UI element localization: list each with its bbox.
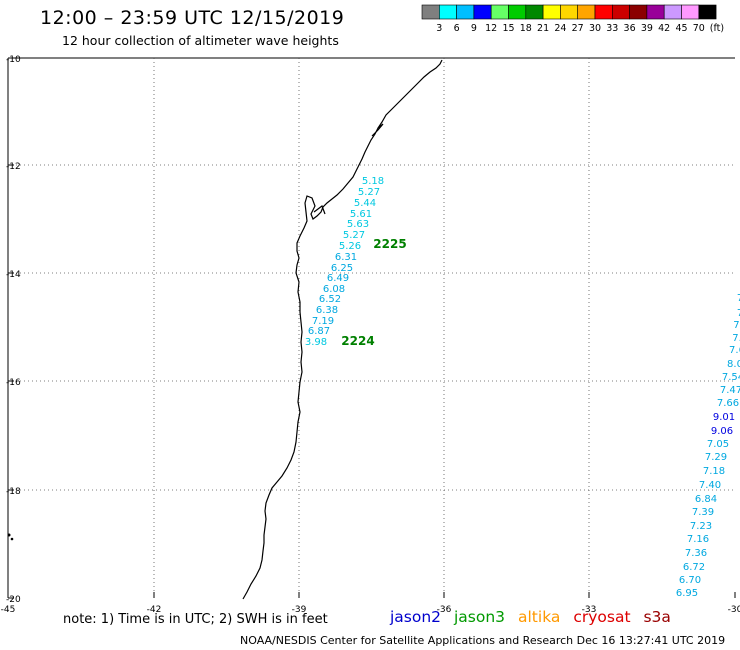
map-title: 12:00 – 23:59 UTC 12/15/2019 (40, 7, 345, 29)
legend-tick-label: 30 (589, 23, 601, 34)
wave-height-value: 9.06 (711, 426, 733, 437)
wave-height-value: 6.72 (683, 562, 705, 573)
legend-unit: (ft) (710, 23, 724, 34)
pass-number-label: 2225 (373, 237, 406, 251)
wave-height-value: 6.38 (316, 305, 338, 316)
wave-height-value: 5.27 (343, 230, 365, 241)
legend-tick-label: 21 (537, 23, 549, 34)
wave-height-value: 6.95 (676, 588, 698, 599)
wave-height-value: 6.31 (335, 252, 357, 263)
color-legend: 3 6 9 12 15 18 21 24 27 30 33 36 39 42 45 70 (ft) (421, 4, 724, 34)
wave-height-value: 5.44 (354, 198, 376, 209)
wave-height-value: 5.18 (362, 176, 384, 187)
wave-height-value: 5.26 (339, 241, 361, 252)
legend-tick-label: 33 (606, 23, 618, 34)
wave-height-value: 7.05 (707, 439, 729, 450)
legend-tick-label: 15 (502, 23, 514, 34)
y-tick-label: -10 (6, 55, 21, 65)
legend-tick-label: 39 (641, 23, 653, 34)
wave-height-value: 7.16 (687, 534, 709, 545)
wave-height-value: 7.40 (699, 480, 721, 491)
wave-height-value: 6.49 (327, 273, 349, 284)
y-tick-label: -18 (6, 487, 21, 497)
wave-height-value: 5.63 (347, 219, 369, 230)
legend-tick-label: 3 (436, 23, 442, 34)
wave-height-value: 6.25 (331, 263, 353, 274)
legend-tick-label: 6 (454, 23, 460, 34)
wave-height-value: 5.61 (350, 209, 372, 220)
island-mark (10, 537, 14, 541)
note-text: note: 1) Time is in UTC; 2) SWH is in fe… (63, 612, 328, 627)
wave-height-value: 7.54 (722, 372, 740, 383)
map-subtitle: 12 hour collection of altimeter wave hei… (62, 33, 339, 48)
legend-swatch (698, 4, 717, 20)
legend-tick-label: 18 (520, 23, 532, 34)
wave-height-value: 7.6 (729, 345, 740, 356)
wave-height-value: 7.66 (717, 398, 739, 409)
x-tick-label: -30 (728, 605, 740, 615)
island-mark (7, 533, 11, 537)
wave-height-value: 7.23 (690, 521, 712, 532)
wave-height-value: 7.36 (685, 548, 707, 559)
wave-height-value: 7.29 (705, 452, 727, 463)
legend-tick-label: 24 (554, 23, 566, 34)
legend-tick-label: 9 (471, 23, 477, 34)
wave-height-value: 7 (737, 308, 740, 319)
wave-height-value: 6.08 (323, 284, 345, 295)
y-tick-label: -16 (6, 378, 21, 388)
y-tick-label: -20 (6, 595, 21, 605)
x-tick-label: -45 (1, 605, 16, 615)
wave-height-map: -10 -12 -14 -16 -18 -20-45 -42 -39 -36 -33 -30 5.18… (1, 55, 740, 615)
wave-height-value: 7.18 (703, 466, 725, 477)
satellite-jason2: jason2 (390, 608, 442, 626)
wave-height-value: 3.98 (305, 337, 327, 348)
x-tick-label: -39 (292, 605, 307, 615)
wave-height-value: 6.87 (308, 326, 330, 337)
wave-height-value: 7.47 (720, 385, 740, 396)
satellite-jason3: jason3 (454, 608, 506, 626)
wave-height-value: 6.84 (695, 494, 717, 505)
wave-height-value: 7. (732, 333, 740, 344)
x-tick-label: -33 (582, 605, 597, 615)
wave-height-value: 7 (737, 293, 740, 304)
legend-tick-label: 70 (693, 23, 705, 34)
wave-height-value: 7.19 (312, 316, 334, 327)
credit-line: NOAA/NESDIS Center for Satellite Applica… (240, 634, 726, 647)
y-tick-label: -12 (6, 162, 21, 172)
wave-height-value: 8.0 (727, 359, 740, 370)
legend-tick-label: 42 (658, 23, 670, 34)
wave-height-value: 9.01 (713, 412, 735, 423)
wave-height-value: 7. (733, 320, 740, 331)
satellite-altika: altika (518, 608, 561, 626)
wave-height-value: 7.39 (692, 507, 714, 518)
legend-tick-label: 36 (624, 23, 636, 34)
pass-number-label: 2224 (341, 334, 374, 348)
coastline (242, 59, 443, 600)
wave-height-value: 6.70 (679, 575, 701, 586)
y-tick-label: -14 (6, 270, 21, 280)
bay-mark (313, 205, 326, 215)
wave-height-value: 6.52 (319, 294, 341, 305)
legend-tick-label: 27 (572, 23, 584, 34)
x-tick-label: -36 (437, 605, 452, 615)
wave-height-value: 5.27 (358, 187, 380, 198)
satellite-legend: jason2 jason3 altika cryosat s3a (390, 608, 679, 626)
legend-tick-label: 45 (675, 23, 687, 34)
estuary-mark (371, 123, 384, 137)
satellite-s3a: s3a (643, 608, 671, 626)
x-tick-label: -42 (147, 605, 162, 615)
legend-tick-label: 12 (485, 23, 497, 34)
satellite-cryosat: cryosat (573, 608, 631, 626)
